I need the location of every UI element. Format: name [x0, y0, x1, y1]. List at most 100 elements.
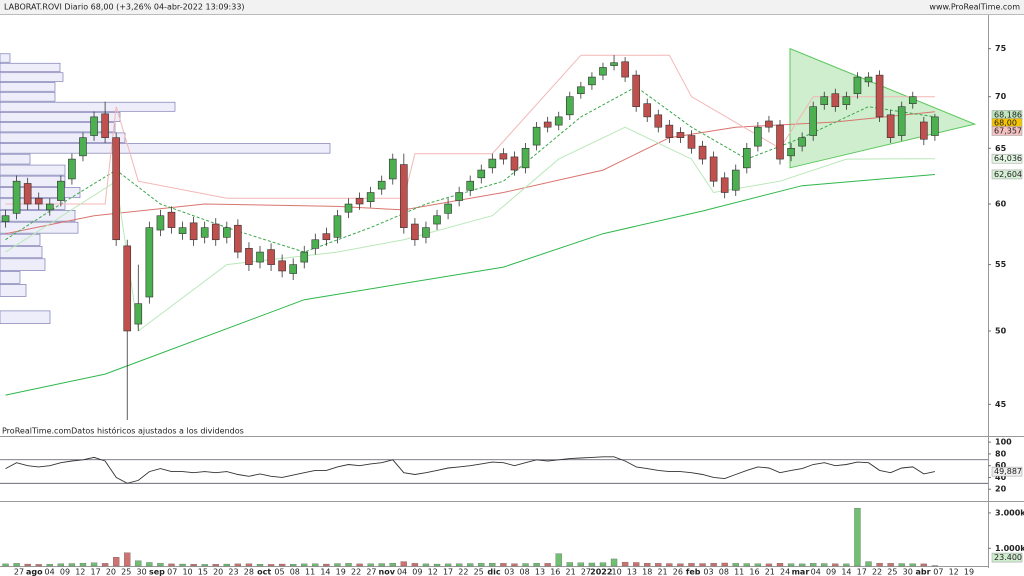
volume-bar [345, 563, 352, 567]
candle-body [687, 135, 696, 149]
volume-profile-bar [0, 53, 11, 63]
volume-bar [467, 563, 474, 567]
candle-body [798, 137, 806, 147]
candle-body [765, 120, 773, 128]
candle-body [743, 147, 751, 169]
volume-bar [301, 563, 308, 567]
x-tick-label: 22 [351, 568, 361, 576]
candle-body [886, 114, 895, 138]
x-tick-label: 13 [535, 568, 545, 576]
candle-body [178, 227, 187, 234]
value-tag [991, 126, 1023, 136]
x-tick-label: 12 [949, 568, 959, 576]
candle-body [599, 67, 607, 76]
x-tick-label: 30 [903, 568, 913, 576]
volume-bar [710, 563, 717, 567]
volume-bar [898, 563, 905, 567]
x-tick-label: 15 [198, 568, 208, 576]
volume-profile-bar [0, 101, 176, 112]
volume-bar [256, 564, 264, 567]
x-tick-label: 27 [581, 568, 591, 576]
x-tick-label: 26 [673, 568, 683, 576]
volume-bar [688, 563, 695, 567]
chart-note: ProRealTime.comDatos históricos ajustado… [2, 426, 244, 436]
candle-body [134, 303, 143, 325]
x-tick-label: 12 [75, 568, 85, 576]
x-tick-label: 20 [106, 568, 116, 576]
volume-profile-bar [0, 111, 121, 122]
x-tick-label: 08 [719, 568, 729, 576]
candle-body [12, 180, 21, 214]
candle-body [720, 177, 729, 193]
candle-body [267, 249, 275, 265]
x-tick-label: 22 [458, 568, 468, 576]
candle-body [355, 197, 364, 205]
candle-body [820, 96, 829, 105]
volume-profile-bar [0, 233, 41, 246]
x-tick-label: 25 [121, 568, 131, 576]
volume-bar [46, 564, 53, 567]
x-tick-label: 17 [857, 568, 867, 576]
y-tick-label: 3.000k [995, 508, 1024, 517]
volume-bar [920, 563, 927, 567]
y-tick-label: 100 [995, 438, 1012, 447]
volume-bar [267, 564, 275, 567]
volume-bar [555, 553, 562, 567]
x-tick-label: 25 [474, 568, 484, 576]
candle-body [565, 96, 574, 116]
volume-profile-bar [0, 258, 46, 271]
volume-bar [24, 563, 31, 567]
volume-bar [245, 563, 253, 567]
x-tick-label: 18 [642, 568, 652, 576]
candle-body [366, 192, 375, 203]
x-tick-label: 28 [244, 568, 254, 576]
candle-body [34, 197, 43, 205]
x-tick-label: 11 [734, 568, 744, 576]
volume-bar [444, 563, 452, 567]
candle-body [156, 215, 165, 231]
candle-body [754, 126, 762, 147]
x-tick-label: ago [26, 568, 43, 576]
volume-bar [566, 562, 573, 567]
volume-profile-bar [0, 153, 31, 165]
x-tick-label: 03 [703, 568, 713, 576]
volume-bar [765, 563, 773, 567]
volume-bar [644, 563, 651, 567]
volume-bar [290, 564, 297, 567]
value-tag [991, 153, 1023, 164]
volume-bar [234, 563, 242, 567]
candle-body [676, 132, 685, 138]
x-tick-label: 27 [366, 568, 376, 576]
x-tick-label: 14 [841, 568, 851, 576]
volume-bar [57, 563, 65, 567]
volume-profile-bar [0, 91, 56, 102]
volume-bar [400, 561, 407, 567]
x-tick-label: feb [686, 568, 701, 576]
volume-bar [909, 563, 916, 567]
candle-body [621, 61, 629, 78]
candle-body [632, 74, 640, 108]
volume-bar [544, 563, 551, 567]
candle-body [698, 145, 707, 160]
candle-body [256, 251, 264, 263]
volume-bar [666, 563, 673, 567]
candle-body [400, 164, 408, 228]
header-title: LABORAT.ROVI Diario 68,00 (+3,26% 04-abr… [4, 3, 245, 12]
x-tick-label: oct [257, 568, 271, 576]
candle-body [45, 203, 54, 211]
candle-body [311, 239, 320, 249]
volume-bar [2, 563, 9, 567]
y-tick-label: 50 [995, 326, 1007, 335]
x-tick-label: 21 [657, 568, 667, 576]
volume-bar [699, 563, 706, 567]
x-tick-label: 07 [933, 568, 943, 576]
volume-bar [787, 563, 795, 567]
volume-profile-bar [0, 143, 331, 154]
volume-bar [312, 563, 319, 567]
volume-bar [821, 563, 828, 567]
candle-body [377, 180, 386, 190]
x-tick-label: 21 [765, 568, 775, 576]
candle-body [908, 96, 917, 104]
candle-body [123, 245, 132, 332]
